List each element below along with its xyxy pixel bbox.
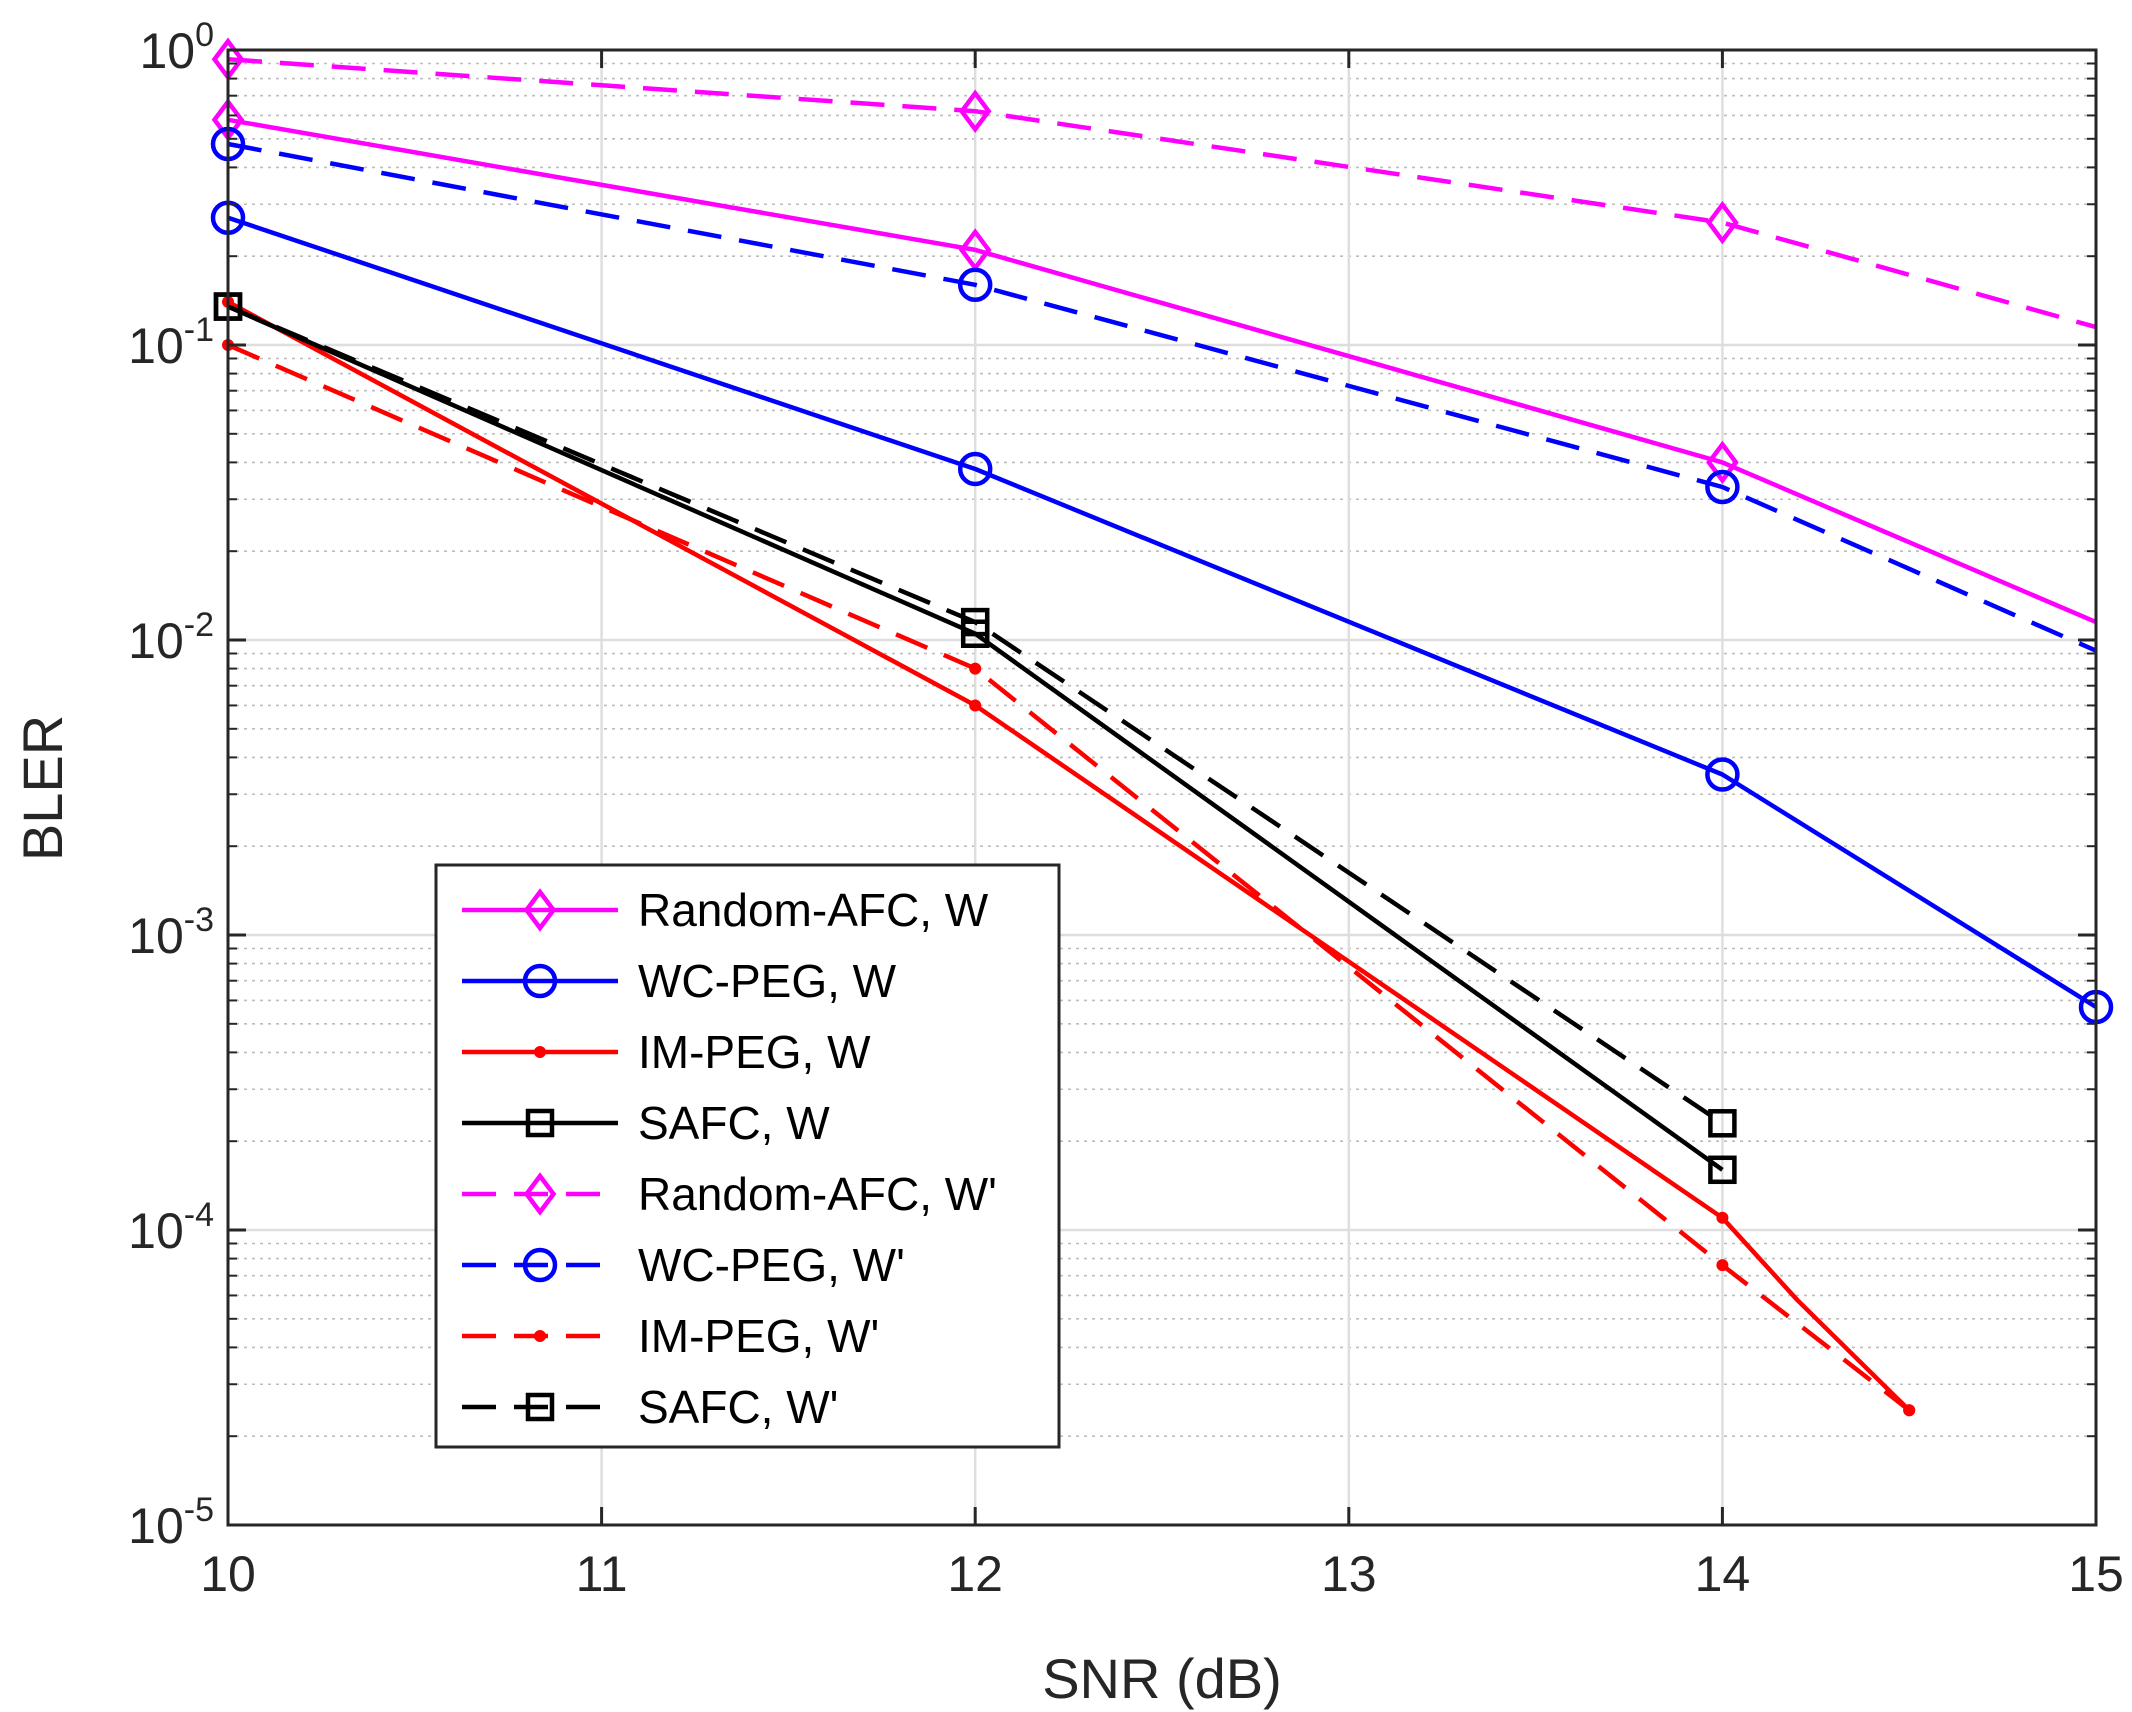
legend-marker: [534, 1046, 546, 1058]
legend-marker: [523, 1172, 557, 1216]
legend: Random-AFC, W WC-PEG, W IM-PEG, W SAFC, W Ra…: [434, 863, 1061, 1449]
legend-marker: [534, 1330, 546, 1342]
legend-label: WC-PEG, W: [638, 955, 897, 1007]
series-line: [227, 304, 1724, 1126]
y-tick-label-base: 10: [128, 613, 184, 669]
legend-label: SAFC, W: [638, 1097, 830, 1149]
series-line: [227, 141, 2097, 653]
series-line: [227, 215, 2098, 1009]
data-point: [1706, 200, 1739, 245]
data-point: [957, 267, 993, 303]
legend-marker: [522, 963, 558, 999]
y-axis-label: BLER: [11, 715, 74, 861]
series-line: [227, 57, 2097, 330]
data-point: [958, 89, 992, 133]
legend-label: SAFC, W': [638, 1381, 838, 1433]
data-point: [1903, 1404, 1916, 1417]
x-tick-label: 15: [2068, 1546, 2124, 1602]
data-point: [1716, 1211, 1729, 1224]
legend-entry: WC-PEG, W': [462, 1239, 905, 1291]
legend-marker: [525, 1392, 555, 1422]
x-tick-label: 13: [1321, 1546, 1377, 1602]
axis-ticks: [226, 48, 2098, 1527]
legend-entry: Random-AFC, W': [462, 1168, 997, 1220]
y-tick-label-base: 10: [128, 318, 184, 374]
y-tick-label-exponent: -5: [184, 1491, 214, 1529]
data-point: [969, 662, 982, 675]
legend-label: WC-PEG, W': [638, 1239, 905, 1291]
x-tick-label: 11: [576, 1546, 628, 1602]
y-tick-label-exponent: 0: [195, 16, 214, 54]
legend-box: [434, 863, 1061, 1449]
y-tick-label-exponent: -2: [184, 606, 214, 644]
plot-frame: [226, 48, 2098, 1527]
y-tick-label-exponent: -1: [184, 311, 214, 349]
legend-entry: WC-PEG, W: [462, 955, 897, 1007]
data-point: [969, 699, 982, 712]
y-tick-label: 10-1: [128, 311, 214, 374]
data-point: [1705, 469, 1740, 505]
y-tick-label: 10-2: [128, 606, 214, 669]
series-6: [222, 339, 1916, 1417]
legend-marker: [525, 1108, 555, 1138]
x-tick-label: 14: [1695, 1546, 1751, 1602]
legend-marker: [522, 1247, 558, 1283]
y-tick-label-base: 10: [139, 23, 195, 79]
y-tick-label-exponent: -4: [184, 1196, 214, 1234]
x-axis-label: SNR (dB): [1042, 1647, 1282, 1710]
y-tick-label-base: 10: [128, 1498, 184, 1554]
data-point: [957, 451, 993, 487]
y-tick-label-base: 10: [128, 1203, 184, 1259]
y-tick-label: 10-5: [128, 1491, 214, 1554]
series-line: [227, 342, 1911, 1412]
x-tick-label: 10: [200, 1546, 256, 1602]
legend-label: IM-PEG, W': [638, 1310, 879, 1362]
data-point: [1705, 757, 1740, 792]
legend-entry: Random-AFC, W: [462, 884, 989, 936]
data-point: [1716, 1259, 1729, 1272]
data-point: [1706, 440, 1739, 485]
x-tick-labels: 10 11 12 13 14 15: [200, 1546, 2124, 1602]
data-point: [1708, 1109, 1737, 1138]
legend-label: IM-PEG, W: [638, 1026, 871, 1078]
x-tick-label: 12: [947, 1546, 1003, 1602]
y-tick-label: 10-4: [128, 1196, 214, 1259]
y-tick-label-base: 10: [128, 908, 184, 964]
legend-marker: [523, 888, 557, 932]
legend-label: Random-AFC, W': [638, 1168, 997, 1220]
legend-label: Random-AFC, W: [638, 884, 989, 936]
series-line: [227, 117, 2097, 625]
legend-entry: IM-PEG, W: [462, 1026, 871, 1078]
data-point: [960, 607, 990, 637]
data-point: [1708, 1155, 1737, 1185]
y-tick-label: 10-3: [128, 901, 214, 964]
legend-entry: SAFC, W': [462, 1381, 838, 1433]
legend-entry: SAFC, W: [462, 1097, 830, 1149]
y-tick-label: 100: [139, 16, 214, 79]
y-tick-label-exponent: -3: [184, 901, 214, 939]
series-layer: [210, 37, 2114, 1417]
legend-entry: IM-PEG, W': [462, 1310, 879, 1362]
